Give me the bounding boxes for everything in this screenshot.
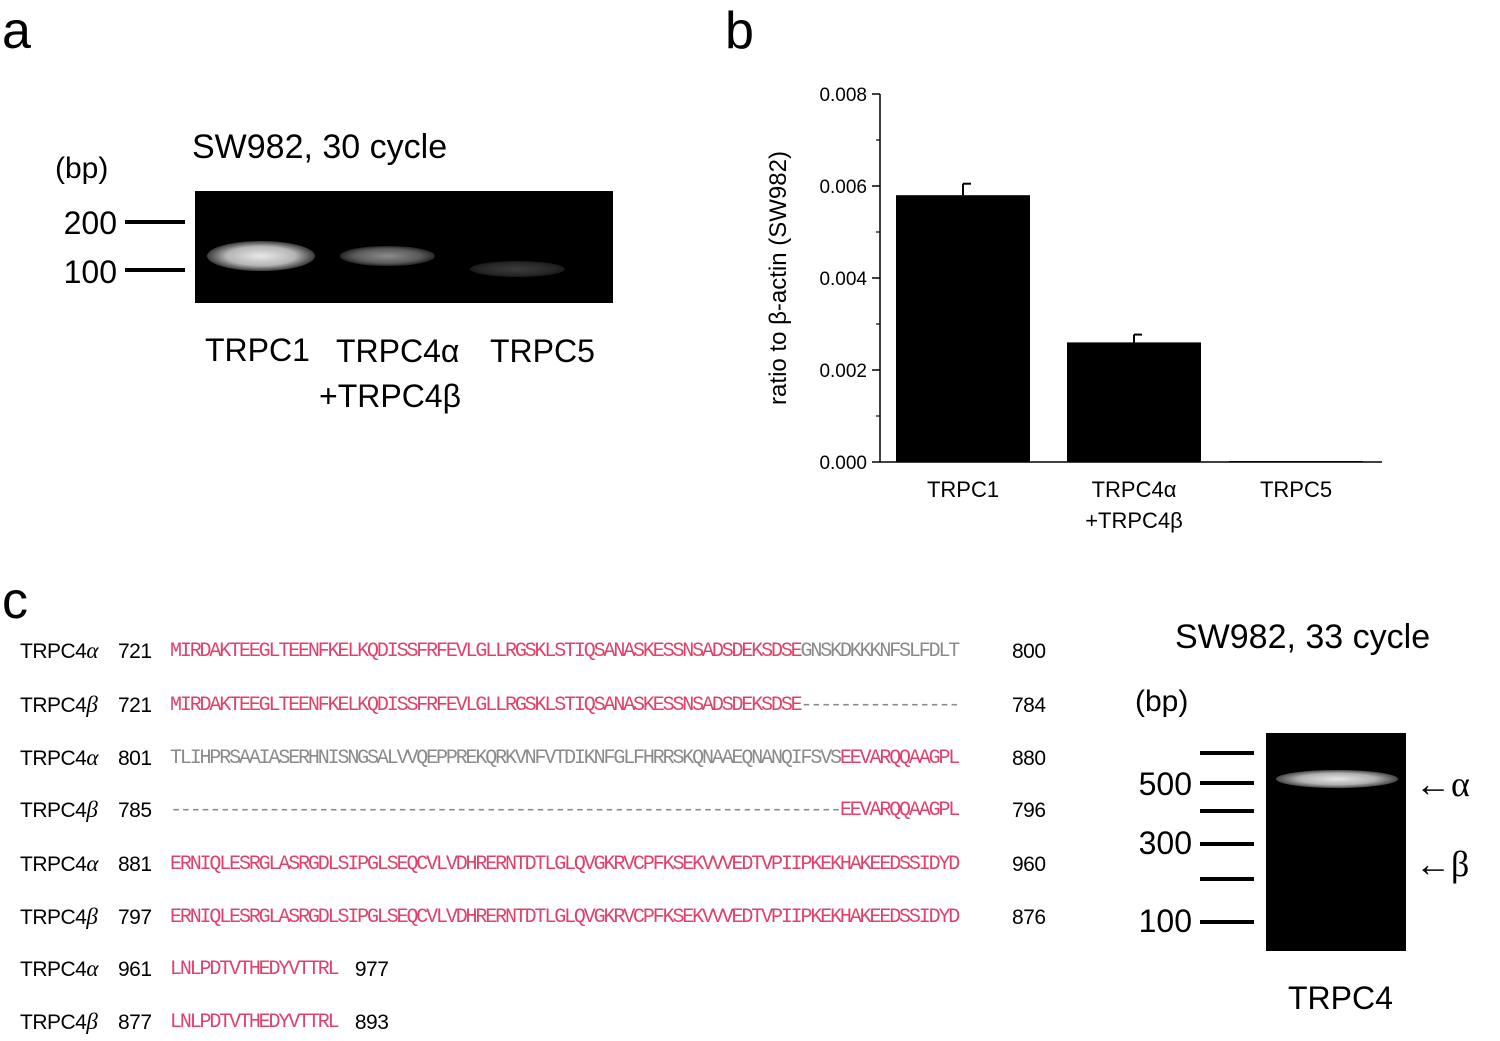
gel-a-band-trpc1	[207, 241, 315, 271]
sequence-start-number: 721	[118, 640, 152, 663]
sequence-text: MIRDAKTEEGLTEENFKELKQDISSFRFEVLGLLRGSKLS…	[170, 694, 961, 717]
bar-2	[1067, 342, 1201, 462]
sequence-text: ERNIQLESRGLASRGDLSIPGLSEQCVLVDHRERNTDTLG…	[170, 853, 960, 876]
gel-a-band-trpc5	[470, 261, 565, 277]
sequence-segment-pink: LNLPDTVTHEDYVTTRL	[170, 1011, 340, 1034]
gel-a-marker-100: 100	[63, 254, 117, 290]
sequence-start-number: 785	[118, 799, 152, 822]
sequence-start-number: 881	[118, 853, 152, 876]
panel-b-letter: b	[725, 2, 754, 60]
sequence-row-name: TRPC4β	[20, 1009, 98, 1034]
isoform-symbol: α	[86, 956, 98, 981]
gel-c-ladder-line-5	[1200, 877, 1254, 881]
sequence-text: LNLPDTVTHEDYVTTRL	[170, 1011, 340, 1034]
sequence-segment-gray: ----------------	[800, 694, 961, 717]
bar-chart: 0.000 0.002 0.004 0.006 0.008 ratio to β-acti…	[765, 85, 1382, 533]
gel-a-marker-200: 200	[63, 205, 117, 241]
gel-a-marker-line-200	[125, 220, 185, 224]
sequence-row-name: TRPC4α	[20, 745, 98, 770]
gel-c-marker-300: 300	[1138, 825, 1192, 861]
y-tick-label: 0.006	[819, 177, 867, 198]
gel-a-unit: (bp)	[55, 152, 109, 185]
x-category-label: TRPC5	[1260, 477, 1332, 502]
sequence-segment-pink: ERNIQLESRGLASRGDLSIPGLSEQCVLVDHRERNTDTLG…	[170, 906, 960, 929]
isoform-symbol: β	[86, 692, 98, 717]
sequence-segment-pink: EEVARQQAAGPL	[839, 799, 960, 822]
sequence-segment-pink: LNLPDTVTHEDYVTTRL	[170, 958, 340, 981]
x-category-label: TRPC1	[927, 477, 999, 502]
gel-a-marker-line-100	[125, 268, 185, 272]
bar-3	[1229, 461, 1363, 463]
gel-c-band-alpha	[1276, 770, 1398, 788]
gel-c-ladder-line-500	[1200, 781, 1254, 785]
bar-1	[896, 195, 1030, 462]
isoform-symbol: β	[86, 1009, 98, 1034]
panel-c-letter: c	[2, 572, 28, 630]
sequence-start-number: 797	[118, 906, 152, 929]
isoform-symbol: α	[86, 745, 98, 770]
gel-a-lane-trpc4a: TRPC4α	[336, 333, 460, 369]
sequence-segment-pink: MIRDAKTEEGLTEENFKELKQDISSFRFEVLGLLRGSKLS…	[170, 640, 803, 663]
sequence-end-number: 880	[1012, 747, 1046, 770]
sequence-start-number: 721	[118, 694, 152, 717]
isoform-symbol: α	[86, 851, 98, 876]
sequence-end-number: 893	[354, 1011, 389, 1034]
sequence-end-number: 800	[1012, 640, 1046, 663]
gel-a-lane-trpc4b: +TRPC4β	[319, 378, 461, 414]
gel-a-image	[195, 191, 613, 303]
sequence-segment-gray: TLIHPRSAAIASERHNISNGSALVVQEPPREKQRKVNFVT…	[170, 747, 842, 770]
sequence-text: MIRDAKTEEGLTEENFKELKQDISSFRFEVLGLLRGSKLS…	[170, 640, 961, 663]
sequence-text: TLIHPRSAAIASERHNISNGSALVVQEPPREKQRKVNFVT…	[170, 747, 960, 770]
gel-c-ladder-line-300	[1200, 842, 1254, 846]
sequence-end-number: 876	[1012, 906, 1046, 929]
sequence-row-name: TRPC4β	[20, 904, 98, 929]
gel-a-lane-trpc1: TRPC1	[205, 332, 310, 368]
sequence-text: ----------------------------------------…	[170, 799, 960, 822]
sequence-segment-gray: GNSKDKKKNFSLFDLT	[800, 640, 961, 663]
sequence-row-name: TRPC4β	[20, 692, 98, 717]
panel-a-letter: a	[2, 2, 31, 60]
gel-c-ladder-line-100	[1200, 920, 1254, 924]
gel-c-image	[1266, 733, 1406, 951]
sequence-segment-pink: ERNIQLESRGLASRGDLSIPGLSEQCVLVDHRERNTDTLG…	[170, 853, 960, 876]
gel-c-lane-trpc4: TRPC4	[1288, 980, 1393, 1016]
sequence-end-number: 960	[1012, 853, 1046, 876]
gel-c-alpha-label: ←α	[1415, 764, 1470, 804]
sequence-text: LNLPDTVTHEDYVTTRL	[170, 958, 340, 981]
gel-a-title: SW982, 30 cycle	[192, 128, 448, 166]
y-tick-label: 0.000	[819, 453, 867, 474]
sequence-start-number: 877	[118, 1011, 152, 1034]
gel-c-title: SW982, 33 cycle	[1175, 618, 1431, 656]
y-axis-label: ratio to β-actin (SW982)	[765, 151, 792, 405]
gel-c-beta-label: ←β	[1415, 844, 1470, 884]
gel-c-marker-100: 100	[1138, 903, 1192, 939]
gel-c-ladder-line-3	[1200, 809, 1254, 813]
sequence-segment-pink: EEVARQQAAGPL	[839, 747, 960, 770]
sequence-start-number: 801	[118, 747, 152, 770]
sequence-end-number: 977	[354, 958, 389, 981]
y-tick-label: 0.004	[819, 269, 867, 290]
x-category-label: +TRPC4β	[1085, 508, 1183, 533]
sequence-row-name: TRPC4α	[20, 956, 98, 981]
sequence-row-name: TRPC4α	[20, 638, 98, 663]
gel-a-band-trpc4	[340, 246, 435, 266]
sequence-row-name: TRPC4β	[20, 797, 98, 822]
sequence-text: ERNIQLESRGLASRGDLSIPGLSEQCVLVDHRERNTDTLG…	[170, 906, 960, 929]
sequence-start-number: 961	[118, 958, 152, 981]
gel-c-unit: (bp)	[1135, 685, 1189, 718]
y-tick-label: 0.008	[819, 85, 867, 106]
sequence-segment-pink: MIRDAKTEEGLTEENFKELKQDISSFRFEVLGLLRGSKLS…	[170, 694, 803, 717]
isoform-symbol: β	[86, 904, 98, 929]
sequence-end-number: 796	[1012, 799, 1046, 822]
y-tick-label: 0.002	[819, 361, 867, 382]
gel-a-lane-trpc5: TRPC5	[490, 333, 595, 369]
isoform-symbol: α	[86, 638, 98, 663]
isoform-symbol: β	[86, 797, 98, 822]
gel-c-ladder-line-1	[1200, 751, 1254, 755]
gel-c-marker-500: 500	[1138, 766, 1192, 802]
sequence-end-number: 784	[1012, 694, 1046, 717]
x-category-label: TRPC4α	[1092, 477, 1177, 502]
sequence-row-name: TRPC4α	[20, 851, 98, 876]
sequence-segment-gray: ----------------------------------------…	[170, 799, 842, 822]
